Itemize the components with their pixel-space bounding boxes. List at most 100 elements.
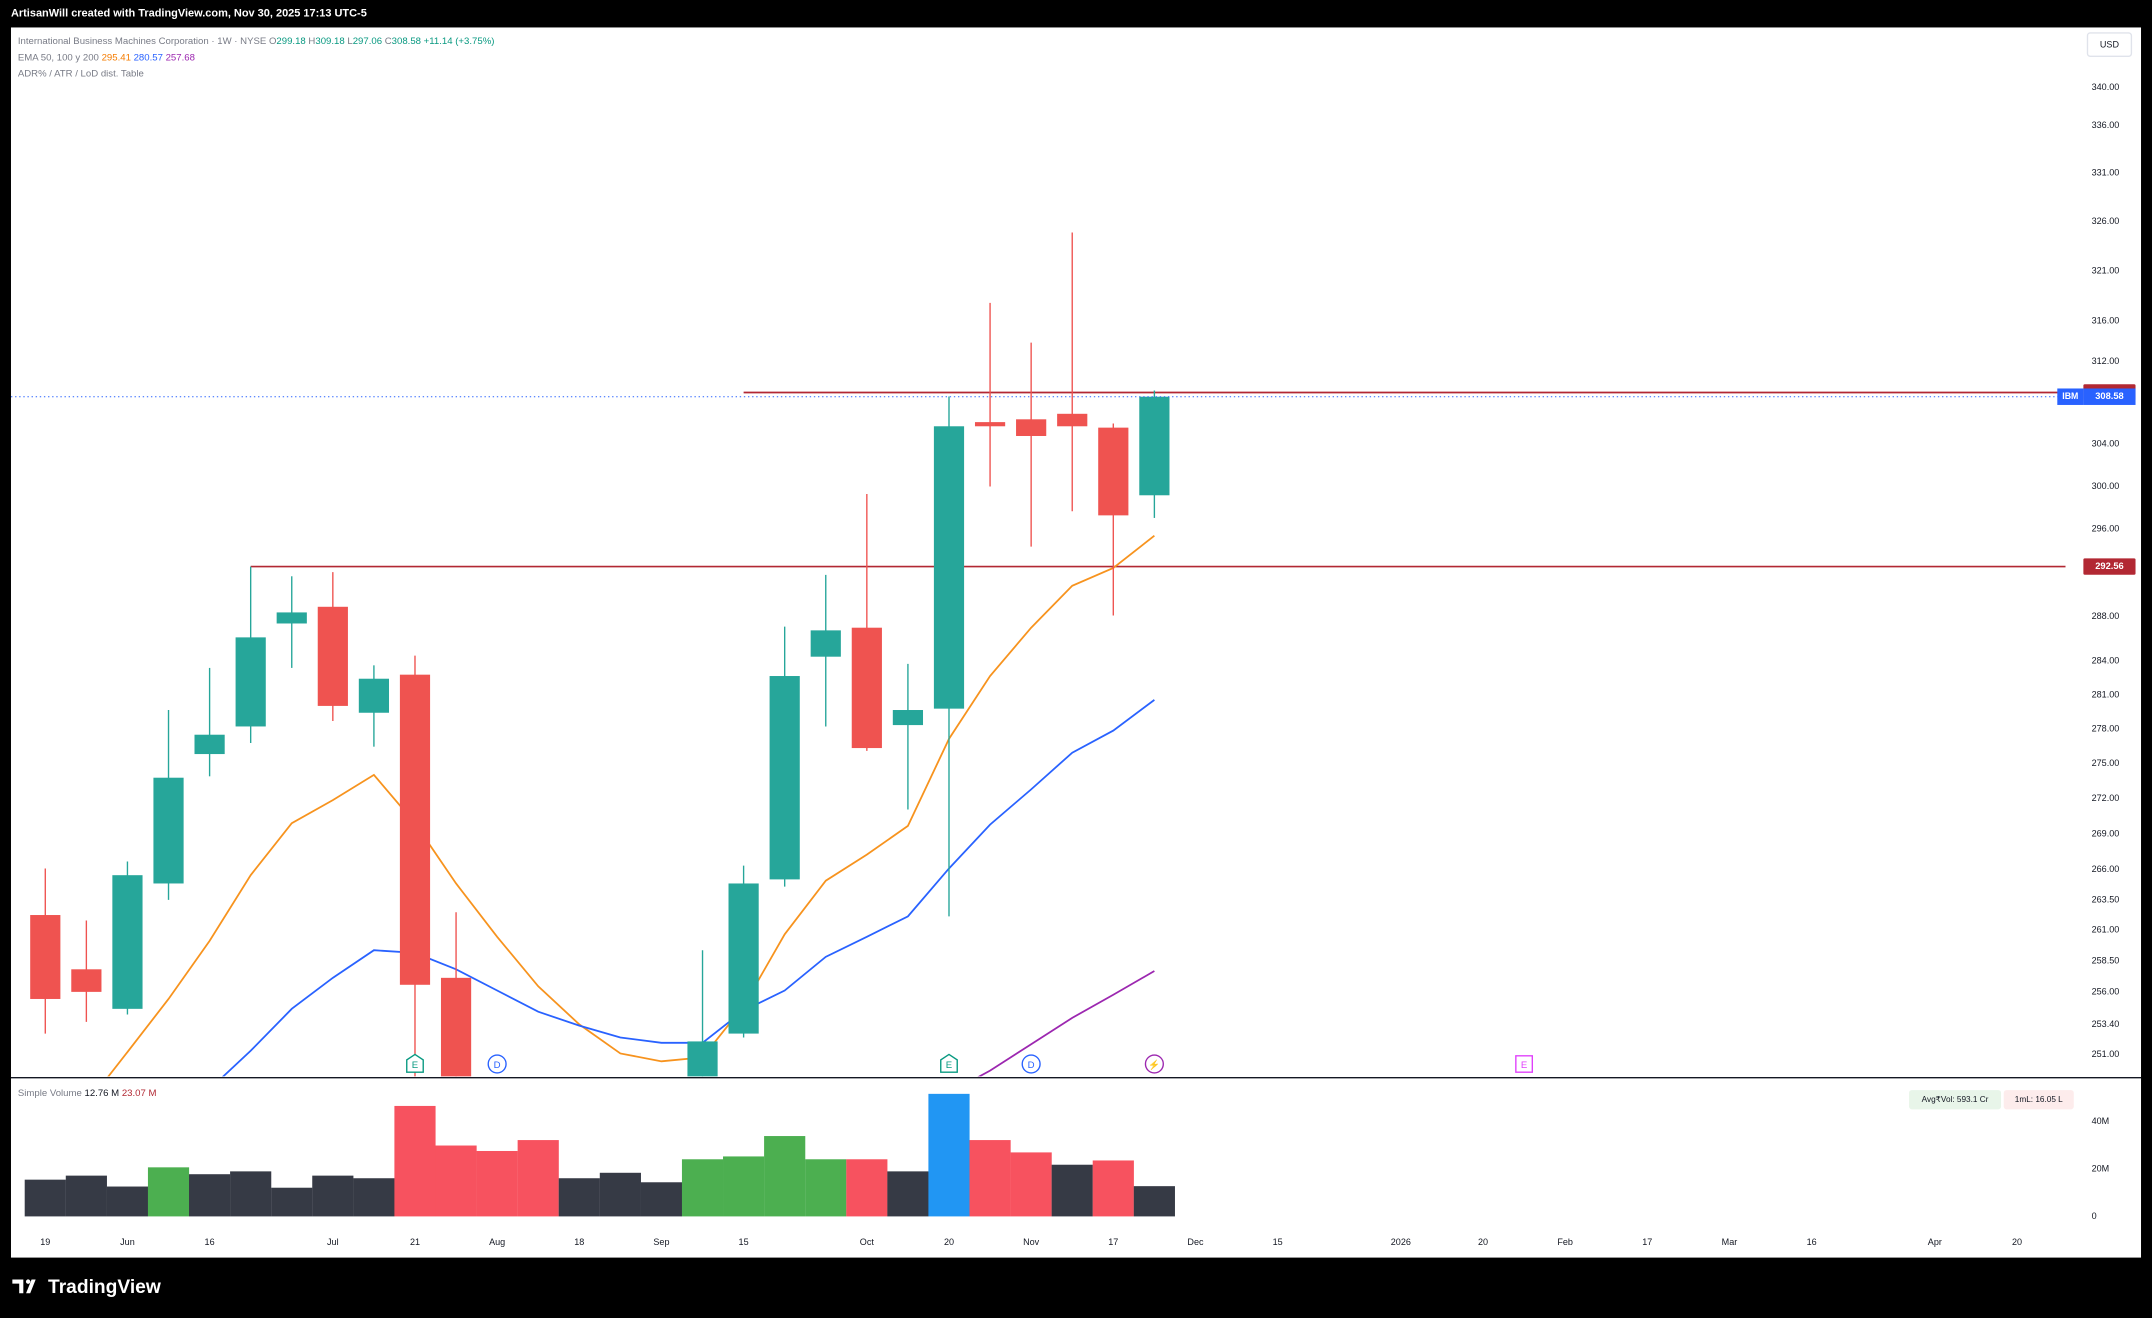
ema-line bbox=[222, 699, 1155, 1077]
symbol-name: International Business Machines Corporat… bbox=[18, 36, 266, 47]
candle-body bbox=[851, 627, 882, 749]
x-tick-label: 18 bbox=[574, 1237, 584, 1247]
volume-bar bbox=[65, 1175, 107, 1217]
x-tick-label: Jun bbox=[120, 1237, 135, 1247]
x-tick-label: 17 bbox=[1642, 1237, 1652, 1247]
footer-logo: TradingView bbox=[12, 1277, 161, 1298]
y-tick-label: 304.00 bbox=[2092, 439, 2120, 449]
x-tick-label: 17 bbox=[1108, 1237, 1118, 1247]
event-label[interactable]: E bbox=[1521, 1060, 1527, 1071]
volume-title: Simple Volume bbox=[18, 1087, 82, 1098]
y-tick-label: 251.00 bbox=[2092, 1049, 2120, 1059]
y-tick-label: 288.00 bbox=[2092, 611, 2120, 621]
avg-vol: Avg₹Vol: 593.1 Cr bbox=[1922, 1095, 1989, 1104]
y-tick-label: 266.00 bbox=[2092, 864, 2120, 874]
ema-line bbox=[107, 534, 1155, 1077]
ml-box bbox=[2003, 1090, 2074, 1110]
y-tick-label: 331.00 bbox=[2092, 168, 2120, 178]
volume-bar bbox=[805, 1159, 847, 1217]
candle-body bbox=[687, 1041, 718, 1077]
candle-body bbox=[1098, 427, 1129, 516]
event-marker[interactable] bbox=[940, 1053, 958, 1073]
volume-legend: Simple Volume 12.76 M 23.07 M bbox=[18, 1087, 157, 1098]
volume-tick-label: 40M bbox=[2092, 1116, 2110, 1126]
volume-bar bbox=[230, 1171, 272, 1217]
currency[interactable]: USD bbox=[2100, 40, 2120, 50]
event-label[interactable]: E bbox=[412, 1060, 418, 1071]
candle-body bbox=[112, 875, 143, 1009]
x-tick-label: Aug bbox=[489, 1237, 505, 1247]
event-label[interactable]: D bbox=[494, 1060, 501, 1071]
ohlc-key: L bbox=[347, 36, 353, 47]
x-tick-label: 16 bbox=[1807, 1237, 1817, 1247]
x-tick-label: Oct bbox=[860, 1237, 875, 1247]
credit: ArtisanWill created with TradingView.com… bbox=[11, 8, 367, 20]
legend-ema: EMA 50, 100 y 200 295.41 280.57 257.68 bbox=[18, 52, 195, 63]
ema-value: 257.68 bbox=[166, 52, 195, 63]
volume-bar bbox=[189, 1174, 231, 1217]
volume-bar bbox=[558, 1178, 600, 1217]
level-label: 292.56 bbox=[2095, 561, 2124, 571]
y-tick-label: 269.00 bbox=[2092, 828, 2120, 838]
event-marker[interactable] bbox=[1515, 1055, 1533, 1073]
ohlc-value: 308.58 bbox=[392, 36, 421, 47]
event-label[interactable]: D bbox=[1028, 1060, 1035, 1071]
y-tick-label: 321.00 bbox=[2092, 265, 2120, 275]
candle-body bbox=[71, 969, 102, 992]
volume-tick-label: 0 bbox=[2092, 1211, 2097, 1221]
event-label[interactable]: ⚡ bbox=[1148, 1059, 1160, 1071]
volume-bar bbox=[887, 1171, 929, 1217]
ema-title: EMA 50, 100 y 200 bbox=[18, 52, 99, 63]
volume-bar bbox=[599, 1172, 641, 1217]
currency-box[interactable] bbox=[2086, 32, 2133, 57]
event-marker[interactable] bbox=[1021, 1054, 1041, 1074]
candle-body bbox=[1016, 419, 1047, 436]
event-marker[interactable] bbox=[487, 1054, 507, 1074]
y-tick-label: 256.00 bbox=[2092, 986, 2120, 996]
y-tick-label: 336.00 bbox=[2092, 120, 2120, 130]
x-tick-label: 15 bbox=[1273, 1237, 1283, 1247]
x-tick-label: Apr bbox=[1928, 1237, 1942, 1247]
symbol-tag bbox=[2057, 388, 2084, 405]
last-price-tag bbox=[2083, 388, 2136, 405]
y-tick-label: 296.00 bbox=[2092, 524, 2120, 534]
ohlc-key: O bbox=[269, 36, 276, 47]
ml: 1mL: 16.05 L bbox=[2015, 1095, 2063, 1104]
volume-bar bbox=[394, 1105, 436, 1217]
volume-bar bbox=[969, 1140, 1011, 1217]
legend-ohlc: International Business Machines Corporat… bbox=[18, 36, 495, 47]
event-marker[interactable] bbox=[1144, 1054, 1164, 1074]
x-tick-label: 2026 bbox=[1391, 1237, 1411, 1247]
x-tick-label: Feb bbox=[1557, 1237, 1573, 1247]
y-tick-label: 258.50 bbox=[2092, 955, 2120, 965]
candle-body bbox=[358, 678, 390, 713]
candle-body bbox=[235, 637, 266, 727]
y-tick-label: 340.00 bbox=[2092, 82, 2120, 92]
volume-bar bbox=[764, 1136, 806, 1217]
candle-body bbox=[810, 630, 841, 657]
axes: 340.00 336.00 331.00 326.00 321.00 316.00 312.… bbox=[40, 82, 2136, 1247]
event-marker[interactable] bbox=[406, 1053, 424, 1073]
y-tick-label: 253.40 bbox=[2092, 1019, 2120, 1029]
volume-bar bbox=[106, 1186, 149, 1217]
volume-bar bbox=[147, 1167, 190, 1217]
volume-bar bbox=[24, 1179, 66, 1217]
volume-bar bbox=[312, 1175, 354, 1217]
volume-bar bbox=[681, 1159, 724, 1217]
logo-mark bbox=[12, 1279, 36, 1294]
ema-line bbox=[977, 970, 1155, 1077]
ohlc-value: 297.06 bbox=[353, 36, 382, 47]
candle-body bbox=[1139, 396, 1170, 496]
candle-body bbox=[194, 734, 225, 755]
event-label[interactable]: E bbox=[946, 1060, 952, 1071]
price-pane bbox=[10, 232, 2066, 1077]
candle-body bbox=[153, 777, 184, 884]
candle-body bbox=[728, 883, 759, 1034]
y-tick-label: 312.00 bbox=[2092, 356, 2120, 366]
volume-pane bbox=[24, 1093, 1175, 1217]
chart-area bbox=[10, 27, 2142, 1258]
volume-bar bbox=[1010, 1152, 1052, 1217]
candle-body bbox=[317, 606, 348, 706]
